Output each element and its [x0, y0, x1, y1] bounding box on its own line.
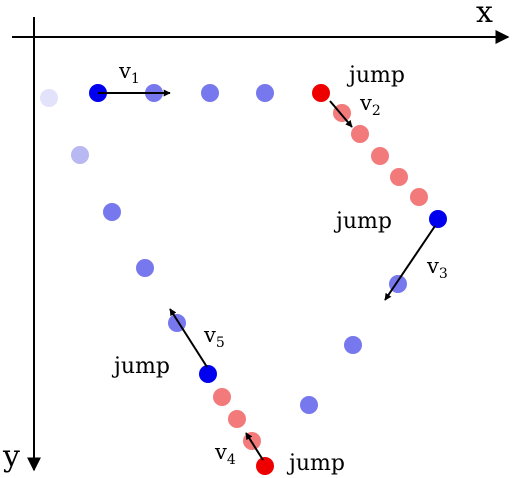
- jump-label: jump: [346, 63, 405, 88]
- trail-dot: [71, 146, 89, 164]
- blue-dot: [199, 365, 217, 383]
- red-trail-dot: [390, 168, 408, 186]
- vector-label-v1: v1: [118, 59, 140, 87]
- red-dot: [256, 457, 274, 475]
- velocity-arrow-v2: [329, 100, 353, 128]
- velocity-arrow-v3: [384, 225, 436, 301]
- vector-label-v4: v4: [214, 440, 236, 468]
- vector-label-v3: v3: [426, 254, 448, 282]
- jump-labels: jump jump jump jump: [111, 63, 405, 476]
- jump-label: jump: [333, 209, 392, 234]
- trail-dot: [201, 84, 219, 102]
- x-axis-label: x: [476, 0, 493, 30]
- red-trail-dot: [371, 147, 389, 165]
- axes: x y: [2, 0, 510, 474]
- velocity-arrow-v5: [169, 308, 208, 368]
- red-trail-dot: [351, 125, 369, 143]
- trail-dot: [344, 336, 362, 354]
- jump-label: jump: [286, 451, 345, 476]
- red-trail-dot: [228, 410, 246, 428]
- velocity-arrows: [98, 89, 436, 461]
- trail-dot: [40, 89, 58, 107]
- vector-label-v2: v2: [359, 91, 381, 119]
- red-trail-dot: [213, 388, 231, 406]
- vector-label-v5: v5: [203, 323, 225, 351]
- blue-dot: [429, 210, 447, 228]
- velocity-arrow-v4: [245, 432, 264, 461]
- trajectory-dots: [40, 84, 447, 475]
- vector-labels: v1 v2 v3 v4 v5: [118, 59, 448, 468]
- trail-dot: [300, 396, 318, 414]
- jump-label: jump: [111, 354, 170, 379]
- red-dot: [312, 84, 330, 102]
- trail-dot: [136, 259, 154, 277]
- trail-dot: [103, 203, 121, 221]
- y-axis-label: y: [2, 439, 20, 474]
- red-trail-dot: [410, 188, 428, 206]
- trail-dot: [256, 84, 274, 102]
